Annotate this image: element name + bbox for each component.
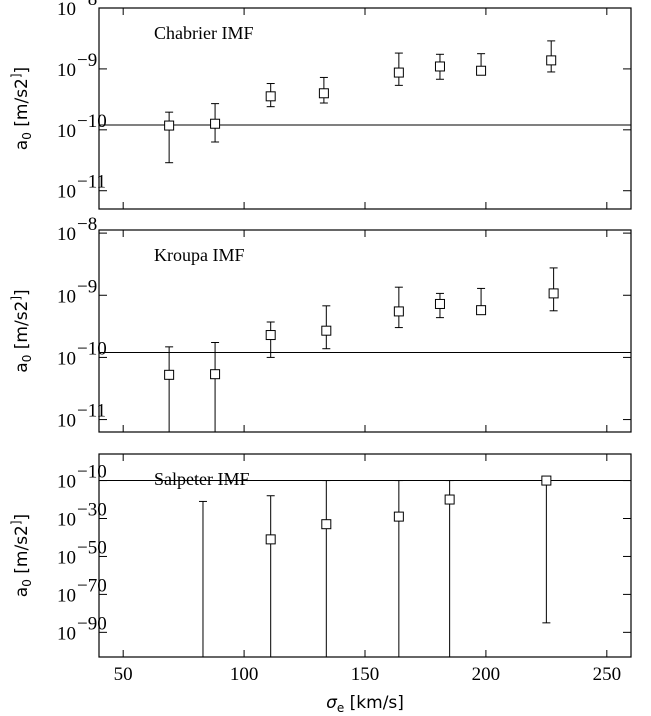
y-tick-label: 10 [57,510,76,531]
y-axis-label: a0 [m/s2]] [9,514,34,597]
x-tick-label: 50 [114,664,133,685]
y-tick-exponent: −11 [77,401,106,422]
y-tick-exponent: −10 [77,111,107,132]
data-point [476,65,487,76]
y-tick-label: 10 [57,348,76,369]
y-tick-label: 10 [57,286,76,307]
y-tick-label: 10 [57,60,76,81]
data-point [393,306,404,317]
x-tick-label: 100 [230,664,259,685]
data-point [393,511,404,522]
y-tick-exponent: −8 [77,214,97,235]
panel-title: Kroupa IMF [154,245,245,265]
data-point [393,67,404,78]
y-axis-label: a0 [m/s2]] [9,289,34,372]
data-point [265,91,276,102]
x-tick-label: 200 [472,664,501,685]
y-tick-exponent: −10 [77,338,107,359]
data-point [434,61,445,72]
x-tick-label: 250 [593,664,622,685]
data-point [210,369,221,380]
data-point [265,330,276,341]
y-tick-label: 10 [57,182,76,203]
y-tick-exponent: −11 [77,172,106,193]
y-tick-exponent: −70 [77,575,107,596]
y-tick-exponent: −10 [77,462,107,483]
y-tick-exponent: −8 [77,0,97,10]
y-tick-label: 10 [57,547,76,568]
data-point [210,118,221,129]
data-point [164,369,175,380]
y-tick-label: 10 [57,585,76,606]
y-tick-exponent: −50 [77,537,107,558]
data-point [444,494,455,505]
data-point [321,325,332,336]
data-point [164,120,175,131]
panel-title: Salpeter IMF [154,469,249,489]
data-point [265,534,276,545]
y-tick-label: 10 [57,224,76,245]
data-point [546,55,557,66]
data-point [548,288,559,299]
y-tick-label: 10 [57,0,76,20]
y-tick-exponent: −30 [77,500,107,521]
data-point [434,298,445,309]
y-tick-label: 10 [57,121,76,142]
y-tick-label: 10 [57,472,76,493]
data-point [476,305,487,316]
y-axis-label: a0 [m/s2]] [9,67,34,150]
x-tick-label: 150 [351,664,380,685]
x-axis-label: σe [km/s] [326,693,404,715]
y-tick-exponent: −90 [77,613,107,634]
data-point [321,519,332,530]
data-point [541,475,552,486]
panel-title: Chabrier IMF [154,23,253,43]
y-tick-exponent: −9 [77,50,97,71]
data-point [318,88,329,99]
y-tick-label: 10 [57,411,76,432]
y-tick-exponent: −9 [77,276,97,297]
y-tick-label: 10 [57,623,76,644]
